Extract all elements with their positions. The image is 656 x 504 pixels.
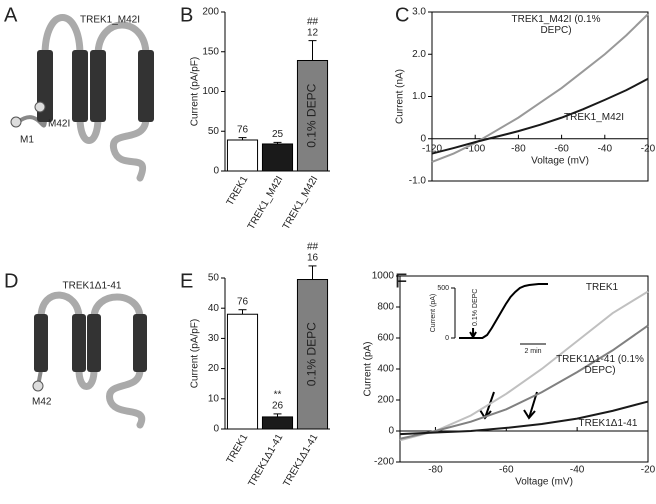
y-axis-label: Current (nA)	[395, 69, 406, 124]
y-tick-label: 0	[213, 166, 219, 177]
y-tick-label: 3.0	[412, 7, 426, 18]
y-tick-label: 100	[202, 86, 219, 97]
y-tick-label: 50	[208, 273, 220, 284]
panel-label: B	[180, 4, 193, 26]
transmembrane	[37, 50, 154, 122]
x-tick-label: TREK1Δ1-41	[246, 432, 285, 489]
y-tick-label: 800	[377, 302, 394, 313]
construct-name: TREK1Δ1-41	[63, 281, 122, 292]
residue	[32, 380, 44, 392]
series-line	[399, 400, 649, 436]
residue	[34, 101, 46, 113]
series-line	[431, 77, 649, 155]
bar	[261, 416, 294, 430]
residue-label: M1	[20, 135, 34, 146]
residue-label: M42	[32, 397, 52, 408]
arrow	[523, 391, 538, 420]
x-tick-label: -80	[511, 143, 526, 154]
y-tick-label: 0	[388, 426, 394, 437]
n-label: 26	[272, 401, 284, 412]
y-tick-label: 0	[213, 424, 219, 435]
scale-bar-label: 2 min	[524, 348, 541, 355]
x-tick-label: -20	[641, 143, 656, 154]
bar-text: 0.1% DEPC	[305, 322, 319, 386]
panel-label: D	[4, 270, 18, 292]
y-tick-label: 30	[208, 333, 220, 344]
x-axis-label: Voltage (mV)	[515, 477, 573, 488]
y-tick-label: -1.0	[409, 176, 427, 187]
x-tick-label: TREK1Δ1-41	[281, 432, 320, 489]
construct-name: TREK1_M42I	[80, 15, 140, 26]
bar-text: 0.1% DEPC	[305, 83, 319, 147]
x-tick-label: TREK1_M42I	[281, 174, 321, 231]
series-label: TREK1	[585, 282, 619, 293]
bar	[296, 59, 329, 172]
y-tick-label: 20	[208, 363, 220, 374]
panel-label: F	[395, 270, 407, 292]
y-axis-label: Current (pA/pF)	[190, 319, 201, 388]
n-label: 25	[272, 129, 284, 140]
trace	[459, 283, 548, 339]
topology-a	[16, 14, 150, 182]
series-label: TREK1Δ1-41	[578, 418, 638, 429]
y-tick-label: 150	[202, 46, 219, 57]
series-line	[431, 13, 649, 163]
y-axis-label: Current (pA)	[430, 294, 437, 333]
n-label: 12	[307, 27, 319, 38]
x-tick-label: -40	[570, 465, 585, 476]
y-tick-label: 0	[445, 335, 449, 342]
significance: **	[274, 390, 282, 401]
x-tick-label: -40	[598, 143, 613, 154]
y-axis-label: Current (pA)	[363, 341, 374, 396]
annotation: 0.1% DEPC	[472, 289, 479, 326]
panel-label: C	[395, 4, 409, 26]
x-tick-label: -60	[554, 143, 569, 154]
x-tick-label: TREK1_M42I	[246, 174, 286, 231]
y-tick-label: 0	[420, 133, 426, 144]
x-tick-label: -120	[422, 143, 442, 154]
x-tick-label: TREK1	[225, 174, 251, 208]
arrow	[469, 328, 477, 339]
residue-label: M42I	[48, 119, 70, 130]
panel-label: A	[4, 4, 18, 26]
y-tick-label: 1000	[372, 271, 395, 282]
y-tick-label: -200	[374, 457, 394, 468]
n-label: 76	[237, 296, 249, 307]
x-tick-label: -60	[499, 465, 514, 476]
y-tick-label: 50	[208, 126, 220, 137]
y-tick-label: 10	[208, 393, 220, 404]
transmembrane	[34, 314, 147, 372]
bar	[296, 279, 329, 430]
x-tick-label: -100	[465, 143, 485, 154]
panel-label: E	[180, 270, 193, 292]
n-label: 76	[237, 124, 249, 135]
series-label: TREK1_M42I (0.1% DEPC)	[511, 14, 601, 36]
y-tick-label: 40	[208, 303, 220, 314]
series-label: TREK1_M42I	[563, 112, 625, 123]
y-tick-label: 200	[202, 7, 219, 18]
y-axis-label: Current (pA/pF)	[190, 57, 201, 126]
x-tick-label: -80	[428, 465, 443, 476]
x-tick-label: -20	[641, 465, 656, 476]
series-line	[399, 324, 649, 440]
y-tick-label: 2.0	[412, 49, 426, 60]
y-tick-label: 1.0	[412, 91, 426, 102]
residue	[10, 116, 22, 128]
n-label: 16	[307, 253, 319, 264]
y-tick-label: 500	[437, 285, 449, 292]
significance: ##	[307, 242, 319, 253]
x-tick-label: TREK1	[225, 432, 251, 466]
y-tick-label: 600	[377, 333, 394, 344]
bar	[226, 313, 259, 430]
y-tick-label: 400	[377, 364, 394, 375]
significance: ##	[307, 16, 319, 27]
series-label: TREK1Δ1-41 (0.1% DEPC)	[556, 354, 644, 376]
y-tick-label: 200	[377, 395, 394, 406]
bar	[226, 139, 259, 172]
bar	[261, 143, 294, 172]
x-axis-label: Voltage (mV)	[531, 155, 589, 166]
